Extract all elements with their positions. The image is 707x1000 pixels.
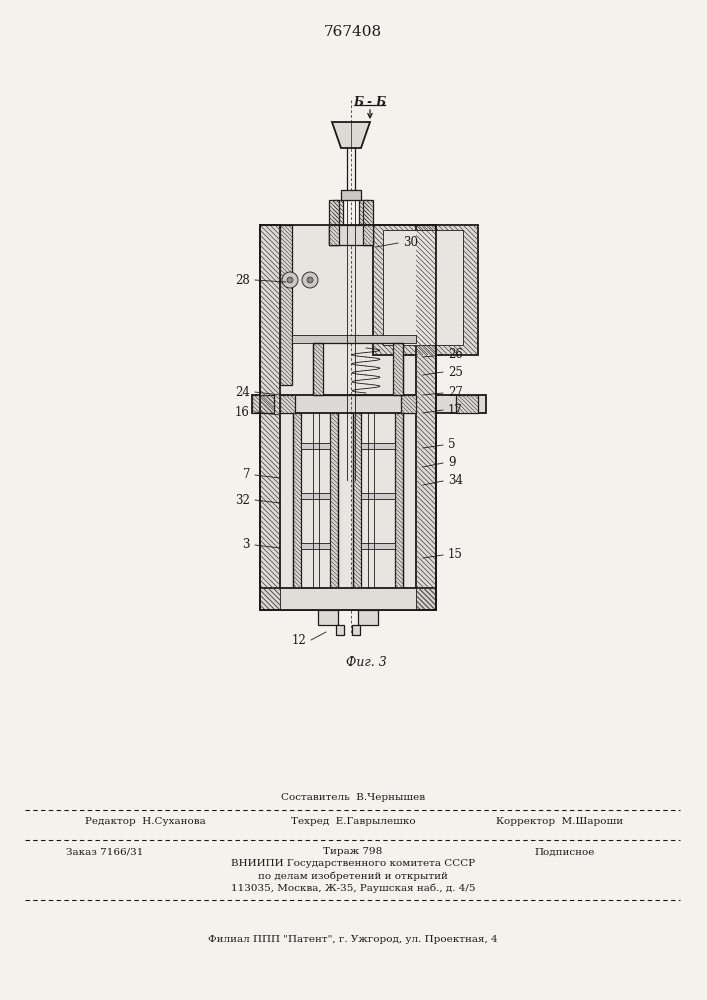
Text: 3: 3: [243, 538, 250, 552]
Bar: [395, 413, 403, 588]
Text: 30: 30: [403, 236, 418, 249]
Bar: [260, 588, 436, 610]
Bar: [456, 395, 478, 413]
Bar: [329, 200, 339, 245]
Circle shape: [287, 277, 293, 283]
Bar: [383, 230, 463, 345]
Bar: [363, 225, 373, 245]
Text: 26: 26: [448, 349, 463, 361]
Text: 34: 34: [448, 475, 463, 488]
Text: 9: 9: [448, 456, 455, 470]
Text: 25: 25: [448, 365, 463, 378]
Text: 16: 16: [235, 406, 250, 418]
Bar: [301, 443, 330, 449]
Bar: [301, 493, 330, 499]
Text: Тираж 798: Тираж 798: [323, 848, 382, 856]
Bar: [260, 225, 280, 610]
Bar: [359, 200, 369, 225]
Bar: [293, 413, 301, 588]
Polygon shape: [332, 122, 370, 148]
Bar: [336, 625, 344, 635]
Bar: [361, 493, 395, 499]
Text: 5: 5: [448, 438, 455, 452]
Bar: [352, 625, 360, 635]
Text: Редактор  Н.Суханова: Редактор Н.Суханова: [85, 818, 205, 826]
Text: 27: 27: [448, 386, 463, 399]
Bar: [361, 443, 395, 449]
Bar: [313, 343, 403, 395]
Bar: [280, 395, 295, 413]
Text: Заказ 7166/31: Заказ 7166/31: [66, 848, 144, 856]
Circle shape: [282, 272, 298, 288]
Bar: [301, 543, 330, 549]
Text: Фиг. 3: Фиг. 3: [346, 656, 386, 668]
Bar: [329, 225, 373, 245]
Text: ВНИИПИ Государственного комитета СССР: ВНИИПИ Государственного комитета СССР: [231, 859, 475, 868]
Bar: [313, 343, 323, 395]
Text: Подписное: Подписное: [534, 848, 595, 856]
Bar: [252, 395, 486, 413]
Bar: [292, 335, 416, 343]
Bar: [333, 200, 343, 225]
Bar: [252, 395, 274, 413]
Text: Техред  Е.Гаврылешко: Техред Е.Гаврылешко: [291, 818, 415, 826]
Text: 24: 24: [235, 385, 250, 398]
Text: 15: 15: [448, 548, 463, 562]
Bar: [318, 610, 338, 625]
Bar: [280, 225, 292, 385]
Circle shape: [307, 277, 313, 283]
Bar: [353, 413, 361, 588]
Text: Корректор  М.Шароши: Корректор М.Шароши: [496, 818, 624, 826]
Bar: [416, 225, 436, 610]
Text: 767408: 767408: [324, 25, 382, 39]
Bar: [341, 190, 361, 200]
Text: Филиал ППП "Патент", г. Ужгород, ул. Проектная, 4: Филиал ППП "Патент", г. Ужгород, ул. Про…: [208, 936, 498, 944]
Text: 12: 12: [291, 634, 306, 647]
Bar: [393, 343, 403, 395]
Bar: [401, 395, 416, 413]
Text: Б - Б: Б - Б: [354, 96, 387, 108]
Text: 17: 17: [448, 403, 463, 416]
Bar: [361, 543, 395, 549]
Bar: [330, 413, 338, 588]
Bar: [280, 588, 416, 610]
Circle shape: [302, 272, 318, 288]
Bar: [358, 610, 378, 625]
Bar: [260, 225, 436, 610]
Text: по делам изобретений и открытий: по делам изобретений и открытий: [258, 871, 448, 881]
Bar: [329, 225, 339, 245]
Bar: [373, 225, 478, 355]
Text: 28: 28: [235, 273, 250, 286]
Bar: [363, 200, 373, 245]
Text: Составитель  В.Чернышев: Составитель В.Чернышев: [281, 794, 425, 802]
Text: 7: 7: [243, 468, 250, 482]
Text: 113035, Москва, Ж-35, Раушская наб., д. 4/5: 113035, Москва, Ж-35, Раушская наб., д. …: [230, 883, 475, 893]
Text: 32: 32: [235, 493, 250, 506]
